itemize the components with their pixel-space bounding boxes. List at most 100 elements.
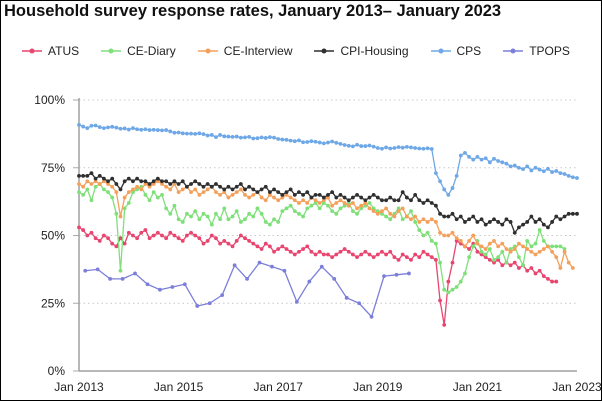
data-point xyxy=(272,187,276,192)
data-point xyxy=(517,225,521,230)
data-point xyxy=(257,260,262,265)
data-point xyxy=(168,211,173,216)
data-point xyxy=(81,173,86,178)
data-point xyxy=(243,187,247,192)
data-point xyxy=(421,146,426,151)
data-point xyxy=(288,187,293,192)
legend-item: CPS xyxy=(430,44,481,58)
data-point xyxy=(89,198,94,203)
data-point xyxy=(280,137,285,142)
data-point xyxy=(151,179,156,184)
data-point xyxy=(326,192,330,197)
data-point xyxy=(446,192,451,197)
data-point xyxy=(338,206,343,211)
data-point xyxy=(102,187,106,192)
data-point xyxy=(479,249,484,254)
data-point xyxy=(496,257,501,262)
data-point xyxy=(342,195,347,200)
data-point xyxy=(218,241,223,246)
data-point xyxy=(226,241,231,246)
data-point xyxy=(400,145,405,150)
data-point xyxy=(454,236,459,241)
data-point xyxy=(118,187,123,192)
data-point xyxy=(126,230,131,235)
data-point xyxy=(232,263,237,268)
data-point xyxy=(126,190,131,195)
data-point xyxy=(209,222,214,227)
data-point xyxy=(164,236,169,241)
data-point xyxy=(106,182,110,186)
data-point xyxy=(147,128,152,132)
data-point xyxy=(135,127,140,132)
data-point xyxy=(421,201,426,205)
data-point xyxy=(512,260,517,265)
data-point xyxy=(575,211,579,216)
data-point xyxy=(409,257,413,262)
data-point xyxy=(270,264,274,269)
data-point xyxy=(114,125,119,130)
data-point xyxy=(394,272,399,277)
data-point xyxy=(475,155,480,159)
data-point xyxy=(371,144,376,149)
data-point xyxy=(550,244,554,249)
data-point xyxy=(442,233,447,238)
legend-item: TPOPS xyxy=(503,44,570,58)
data-point xyxy=(550,220,554,224)
data-point xyxy=(276,198,281,203)
data-point xyxy=(570,211,575,216)
data-point xyxy=(180,131,185,136)
data-point xyxy=(77,190,81,195)
legend-item: ATUS xyxy=(22,44,79,58)
data-point xyxy=(234,190,239,195)
data-point xyxy=(326,252,330,257)
data-point xyxy=(541,247,546,251)
data-point xyxy=(429,217,434,222)
data-point xyxy=(529,266,534,270)
data-point xyxy=(131,190,135,195)
data-point xyxy=(500,241,505,246)
data-point xyxy=(346,249,351,254)
data-point xyxy=(218,184,223,189)
data-point xyxy=(479,157,484,162)
data-point xyxy=(533,220,538,224)
data-point xyxy=(106,179,110,184)
data-point xyxy=(351,252,355,257)
data-point xyxy=(110,124,115,129)
data-point xyxy=(263,241,268,246)
data-point xyxy=(508,164,513,169)
data-point xyxy=(384,206,388,211)
data-point xyxy=(114,244,119,249)
data-point xyxy=(321,195,326,200)
data-point xyxy=(120,276,125,281)
data-point xyxy=(380,249,384,254)
data-point xyxy=(276,247,281,251)
data-point xyxy=(400,252,405,257)
data-point xyxy=(434,257,438,262)
data-point xyxy=(371,192,376,197)
data-point xyxy=(546,276,550,281)
data-point xyxy=(143,192,148,197)
data-point xyxy=(367,201,372,205)
x-tick-label: Jan 2021 xyxy=(453,380,503,394)
data-point xyxy=(500,263,505,268)
data-point xyxy=(268,135,272,140)
data-point xyxy=(168,187,173,192)
data-point xyxy=(151,182,156,186)
data-point xyxy=(243,135,247,140)
data-point xyxy=(288,249,293,254)
data-point xyxy=(95,267,100,272)
data-point xyxy=(205,239,210,243)
data-point xyxy=(332,276,337,281)
data-point xyxy=(182,282,187,287)
data-point xyxy=(89,123,94,128)
data-point xyxy=(155,128,160,132)
data-point xyxy=(292,198,297,203)
data-point xyxy=(294,299,299,304)
data-point xyxy=(118,236,123,241)
data-point xyxy=(450,186,455,190)
data-point xyxy=(147,182,152,186)
y-tick-label: 75% xyxy=(41,161,65,175)
data-point xyxy=(185,131,189,136)
data-point xyxy=(102,126,106,131)
